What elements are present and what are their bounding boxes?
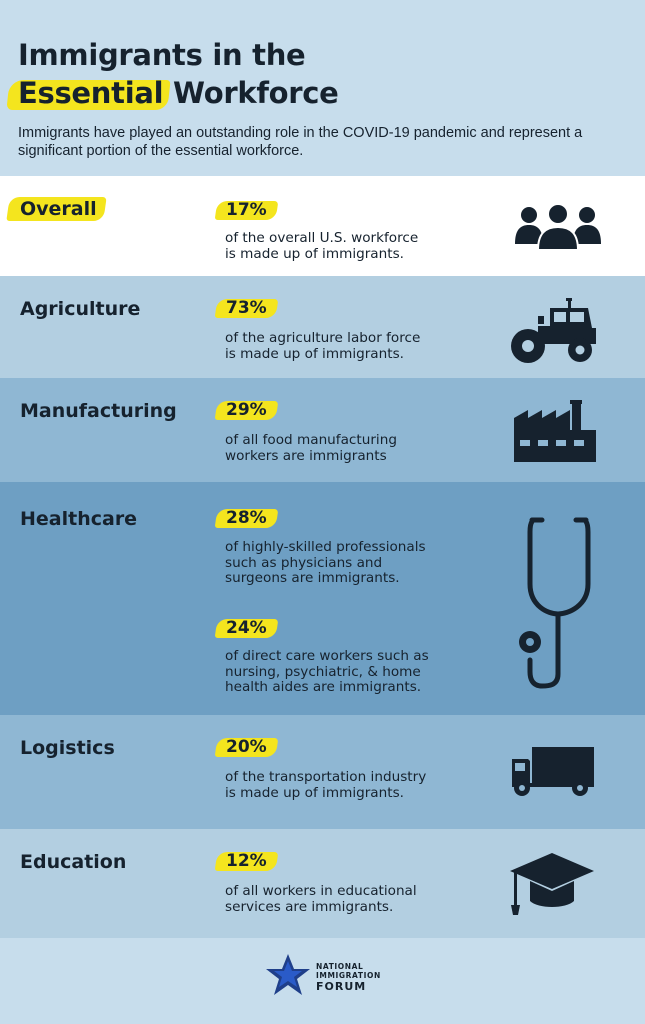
star-logo-icon — [266, 954, 310, 995]
section-name: Overall — [20, 198, 97, 220]
stethoscope-icon — [519, 517, 591, 689]
percentage: 73% — [222, 298, 271, 318]
truck-icon — [512, 747, 594, 796]
page-title: Immigrants in the Essential Workforce — [18, 36, 339, 112]
title-highlight: Essential — [18, 76, 164, 110]
percentage-2: 24% — [222, 618, 271, 638]
logo-line-3: FORUM — [316, 980, 367, 993]
description: of all workers in educational services a… — [225, 883, 417, 915]
section-name: Education — [20, 851, 127, 873]
logo-line-2: IMMIGRATION — [316, 971, 381, 980]
section-name: Agriculture — [20, 298, 141, 320]
logo-text: NATIONAL IMMIGRATION FORUM — [316, 962, 381, 993]
title-line-2: Essential Workforce — [18, 74, 339, 112]
percentage: 20% — [222, 737, 271, 757]
section-overall: Overall 17% of the overall U.S. workforc… — [0, 176, 645, 276]
percentage: 29% — [222, 400, 271, 420]
people-group-icon — [515, 203, 601, 251]
title-rest: Workforce — [163, 76, 339, 110]
graduation-cap-icon — [510, 853, 594, 915]
header: Immigrants in the Essential Workforce Im… — [0, 0, 645, 176]
footer — [0, 938, 645, 1024]
title-line-1: Immigrants in the — [18, 38, 306, 72]
description: of all food manufacturing workers are im… — [225, 432, 397, 464]
percentage: 12% — [222, 851, 271, 871]
percentage: 28% — [222, 508, 271, 528]
section-education: Education 12% of all workers in educatio… — [0, 829, 645, 938]
section-logistics: Logistics 20% of the transportation indu… — [0, 715, 645, 829]
description: of the agriculture labor force is made u… — [225, 330, 421, 362]
description: of highly-skilled professionals such as … — [225, 539, 426, 586]
subtitle: Immigrants have played an outstanding ro… — [18, 125, 583, 159]
percentage: 17% — [222, 200, 271, 220]
logo-line-1: NATIONAL — [316, 962, 364, 971]
section-healthcare: Healthcare 28% of highly-skilled profess… — [0, 482, 645, 715]
section-manufacturing: Manufacturing 29% of all food manufactur… — [0, 378, 645, 482]
section-name: Healthcare — [20, 508, 138, 530]
description: of the transportation industry is made u… — [225, 769, 427, 801]
section-agriculture: Agriculture 73% of the agriculture labor… — [0, 276, 645, 378]
section-name: Logistics — [20, 737, 115, 759]
tractor-icon — [511, 298, 596, 363]
description-2: of direct care workers such as nursing, … — [225, 648, 429, 695]
factory-icon — [514, 400, 596, 462]
section-name: Manufacturing — [20, 400, 177, 422]
description: of the overall U.S. workforce is made up… — [225, 230, 419, 262]
